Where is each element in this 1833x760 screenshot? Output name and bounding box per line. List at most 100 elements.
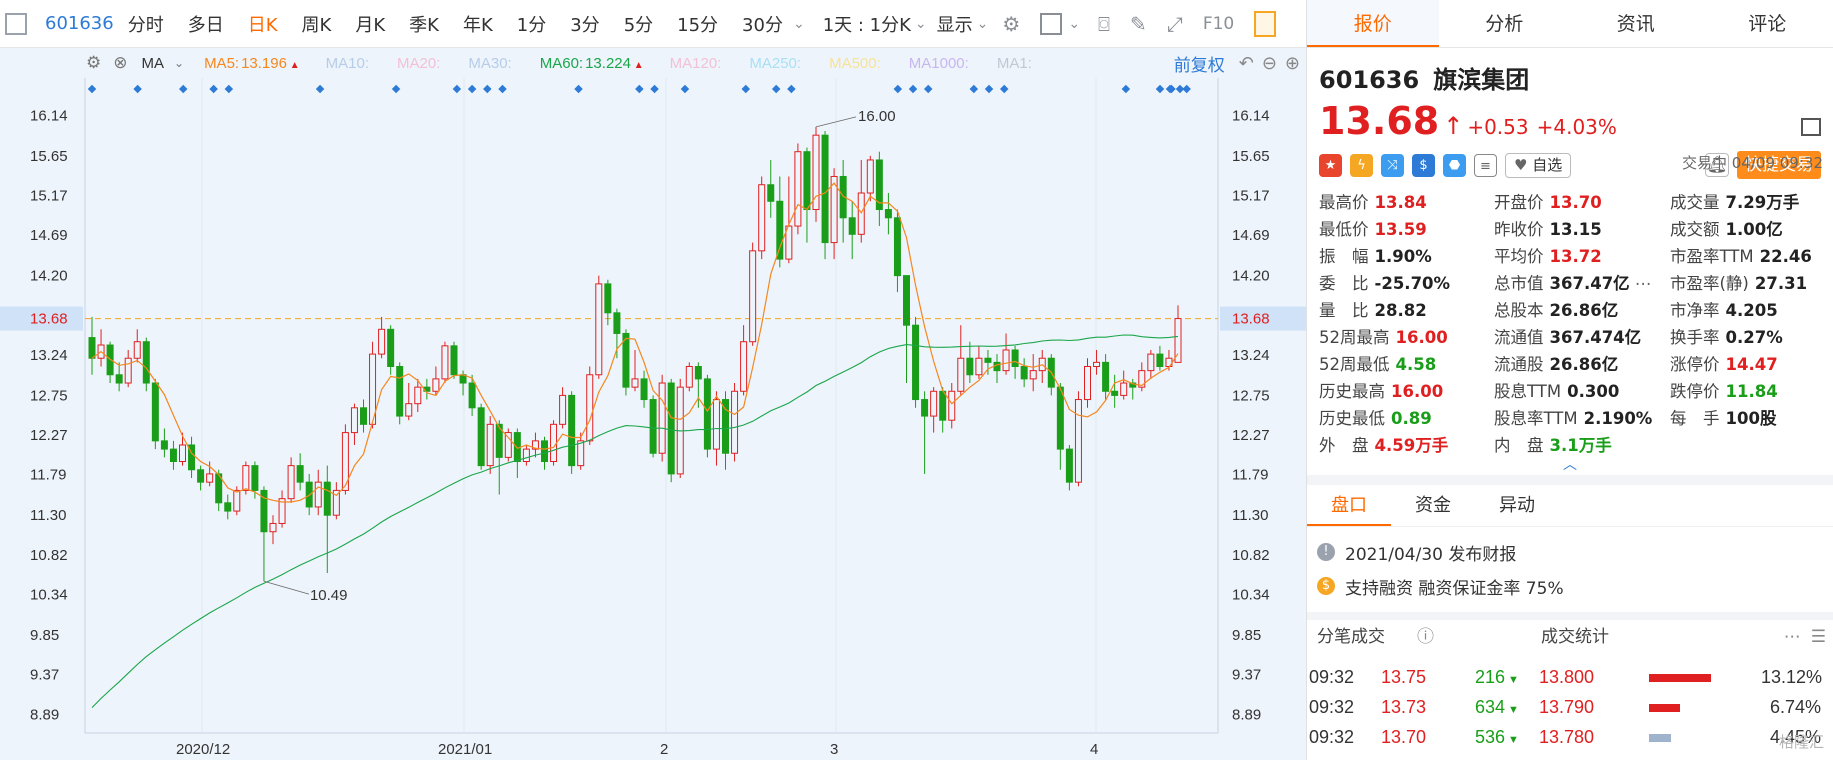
chevron-down-icon[interactable]: ⌄ [914,15,927,32]
tab-年K[interactable]: 年K [462,14,493,36]
stat-value: 22.46 [1759,247,1812,266]
stock-code[interactable]: 601636 [45,13,114,34]
quick-trade-button[interactable]: 快捷交易 [1737,151,1821,179]
y-tick-label: 10.82 [30,547,68,564]
x-tick-label: 2021/01 [438,741,492,758]
chevron-down-icon[interactable]: ⌄ [1068,15,1081,32]
more-icon[interactable]: ⋯ [1629,274,1652,293]
gear-icon[interactable]: ⚙ [86,53,102,72]
interval-select[interactable]: 1天 : 1分K [822,14,911,36]
candle-body [531,440,539,450]
dollar-icon[interactable]: $ [1412,153,1435,177]
tab-funds[interactable]: 资金 [1415,495,1451,516]
watchlist-label: 自选 [1532,155,1563,174]
display-menu[interactable]: 显示 [936,14,973,36]
tab-多日[interactable]: 多日 [187,14,224,36]
event-item[interactable]: ! 2021/04/30 发布财报 [1317,535,1823,569]
bell-icon[interactable]: 🔔︎ [1705,153,1729,177]
zoom-out-icon[interactable]: ⊖ [1261,52,1277,73]
tab-月K[interactable]: 月K [355,14,386,36]
feature-icons: ★ ϟ ⤨ $ ⬣ ≡ ♥ 自选 🔔︎ 快捷交易 [1307,143,1833,179]
stat-item: 涨停价 14.47 [1670,351,1820,378]
candle-body [332,489,340,516]
tick-price: 13.75 [1381,667,1427,687]
close-icon[interactable]: ⊗ [113,53,128,72]
tab-季K[interactable]: 季K [409,14,439,36]
stat-item: 每 手 100股 [1670,405,1820,432]
stat-label: 52周最低 [1319,355,1390,374]
tab-news[interactable]: 资讯 [1616,13,1655,35]
help-icon[interactable]: ⓘ [1417,627,1434,647]
tick-price: 13.68 [1381,752,1461,760]
candle-body [260,489,268,533]
collapse-chevron-icon[interactable]: ︿ [1563,457,1577,473]
tab-1分[interactable]: 1分 [516,14,547,36]
fullscreen-icon[interactable]: ⤢ [1166,11,1183,36]
stat-value: 0.27% [1725,328,1783,347]
tab-3分[interactable]: 3分 [570,14,600,36]
candle-body [486,423,494,467]
price-stat-row: 13.770 1.28% [1539,752,1825,760]
panel-layout-icon[interactable] [1801,118,1821,136]
high-annotation-line [815,116,857,128]
stat-label: 振 幅 [1319,247,1369,266]
kline-chart-area[interactable]: 16.14 16.14 15.65 15.65 15.17 15.17 14.69 14.69… [0,78,1306,760]
y-tick-label: 9.37 [1232,667,1261,684]
tick-volume: 634 [1474,697,1505,717]
stat-item: 最高价 13.84 [1319,189,1494,216]
tab-comments[interactable]: 评论 [1748,13,1787,35]
tab-analysis[interactable]: 分析 [1485,13,1524,35]
candle-body [794,151,802,227]
settings-icon[interactable]: ⚙ [1002,11,1021,36]
layout-toggle-icon[interactable] [5,12,27,35]
tab-日K[interactable]: 日K [247,14,278,36]
sidebar-toggle-icon[interactable] [1254,10,1277,37]
tab-30分[interactable]: 30分 [742,14,783,36]
chevron-down-icon[interactable]: ⌄ [976,15,989,32]
tab-分时[interactable]: 分时 [127,14,164,36]
candle-body [115,374,123,384]
stat-label: 历史最低 [1319,409,1385,428]
price-stat-row: 13.800 13.12% [1539,662,1825,692]
checkbox-icon[interactable] [1040,12,1063,35]
shuffle-icon[interactable]: ⤨ [1381,153,1404,177]
tab-quote[interactable]: 报价 [1307,0,1439,47]
candle-body [866,159,874,194]
stat-label: 市净率 [1670,301,1720,320]
ma-selector[interactable]: MA [141,54,165,72]
zoom-in-icon[interactable]: ⊕ [1284,52,1300,73]
stat-label: 每 手 [1670,409,1720,428]
y-tick-label: 15.17 [1232,187,1270,204]
kline-chart[interactable]: 16.14 16.14 15.65 15.65 15.17 15.17 14.69 14.69… [0,78,1306,760]
camera-icon[interactable]: ⌼ [1098,11,1111,36]
tag-icon[interactable]: ⬣ [1443,153,1466,177]
lightning-icon[interactable]: ϟ [1350,153,1373,177]
stat-price: 13.770 [1539,752,1649,760]
tab-alerts[interactable]: 异动 [1499,495,1535,516]
event-item[interactable]: $ 支持融资 融资保证金率 75% [1317,569,1823,603]
list-icon[interactable]: ☰ [1810,627,1826,647]
tab-order-book[interactable]: 盘口 [1307,485,1391,526]
flag-icon[interactable]: ★ [1319,153,1342,177]
more-icon[interactable]: ⋯ [1783,627,1801,647]
y-tick-label: 15.17 [30,187,68,204]
y-tick-label: 11.30 [1232,507,1268,524]
pencil-icon[interactable]: ✎ [1130,11,1147,36]
stat-value: 13.15 [1549,220,1602,239]
chevron-down-icon[interactable]: ⌄ [174,56,185,70]
f10-button[interactable]: F10 [1202,13,1235,34]
tab-15分[interactable]: 15分 [677,14,719,36]
tab-周K[interactable]: 周K [301,14,332,36]
y-tick-label: 11.79 [1232,467,1268,484]
undo-icon[interactable]: ↶ [1238,52,1254,73]
watchlist-button[interactable]: ♥ 自选 [1505,152,1572,178]
document-icon[interactable]: ≡ [1474,153,1497,177]
ma-item: MA120: [670,55,724,72]
candle-body [694,365,702,380]
stat-label: 流通股 [1494,355,1544,374]
adjust-button[interactable]: 前复权 [1173,55,1225,75]
tab-5分[interactable]: 5分 [623,14,654,36]
event-marker-icon [467,84,477,94]
chevron-down-icon[interactable]: ⌄ [792,15,805,32]
